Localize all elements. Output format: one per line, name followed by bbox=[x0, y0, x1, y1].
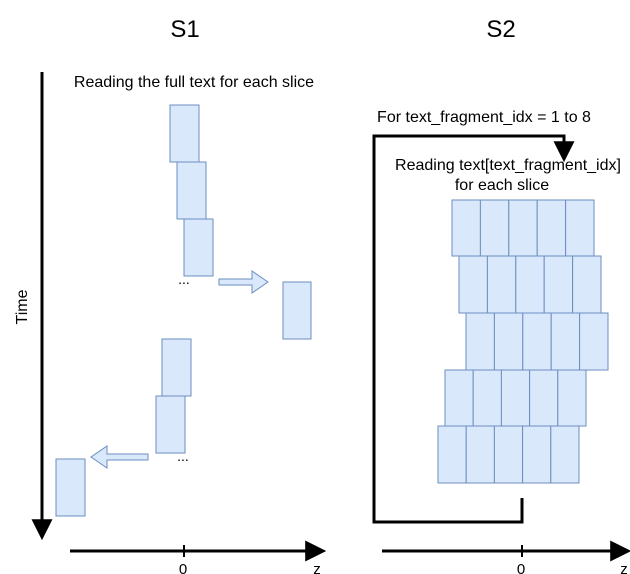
s1-caption: Reading the full text for each slice bbox=[74, 74, 314, 91]
s2-slice-cell bbox=[479, 199, 510, 257]
s1-upper-slices bbox=[169, 104, 214, 277]
s2-slice-cell bbox=[458, 255, 488, 314]
s2-loop-bracket bbox=[372, 134, 564, 524]
s2-slice-cell bbox=[465, 312, 495, 371]
s2-slice-cell bbox=[572, 255, 602, 314]
s2-slice-cell bbox=[486, 255, 517, 314]
s1-slice bbox=[161, 338, 192, 397]
s2-caption-line1: Reading text[text_fragment_idx] bbox=[395, 157, 621, 174]
s2-slice-cell bbox=[465, 425, 495, 484]
s2-slice-cell bbox=[493, 425, 524, 484]
s1-moved-slice bbox=[55, 458, 86, 517]
s1-zero-label: 0 bbox=[179, 561, 187, 574]
right-arrow-icon bbox=[218, 270, 269, 294]
s2-slice-cell bbox=[444, 369, 474, 427]
s2-slice-cell bbox=[529, 369, 559, 427]
s1-ellipsis-upper: ... bbox=[178, 271, 190, 287]
s1-moved-slice bbox=[282, 281, 312, 340]
s2-slice-cell bbox=[522, 312, 552, 371]
s2-slice-cell bbox=[493, 312, 524, 371]
s2-caption-line2: for each slice bbox=[455, 177, 549, 194]
s1-title: S1 bbox=[170, 16, 199, 43]
left-arrow-icon bbox=[90, 445, 149, 469]
s1-slice bbox=[155, 395, 186, 454]
s2-z-label: z bbox=[620, 561, 628, 574]
s2-slice-grid bbox=[437, 199, 609, 484]
s2-slice-cell bbox=[515, 255, 545, 314]
s1-slice bbox=[176, 161, 207, 220]
s2-slice-cell bbox=[500, 369, 531, 427]
s2-slice-cell bbox=[437, 425, 467, 484]
s2-slice-cell bbox=[508, 199, 538, 257]
s2-slice-cell bbox=[472, 369, 502, 427]
s2-slice-cell bbox=[550, 312, 581, 371]
s1-lower-slices bbox=[155, 338, 192, 454]
time-axis-label: Time bbox=[14, 289, 31, 324]
s1-slice bbox=[169, 104, 200, 163]
s2-slice-cell bbox=[565, 199, 595, 257]
s2-slice-cell bbox=[557, 369, 587, 427]
s1-z-label: z bbox=[313, 561, 321, 574]
s2-slice-cell bbox=[550, 425, 580, 484]
s2-slice-cell bbox=[543, 255, 574, 314]
s1-slice bbox=[183, 218, 214, 277]
s1-ellipsis-lower: ... bbox=[177, 448, 189, 464]
s2-zero-label: 0 bbox=[517, 561, 525, 574]
s2-slice-cell bbox=[579, 312, 609, 371]
s2-loop-label: For text_fragment_idx = 1 to 8 bbox=[377, 109, 591, 126]
s2-slice-cell bbox=[522, 425, 552, 484]
s2-slice-cell bbox=[451, 199, 481, 257]
s2-slice-cell bbox=[536, 199, 567, 257]
s2-title: S2 bbox=[486, 16, 515, 43]
